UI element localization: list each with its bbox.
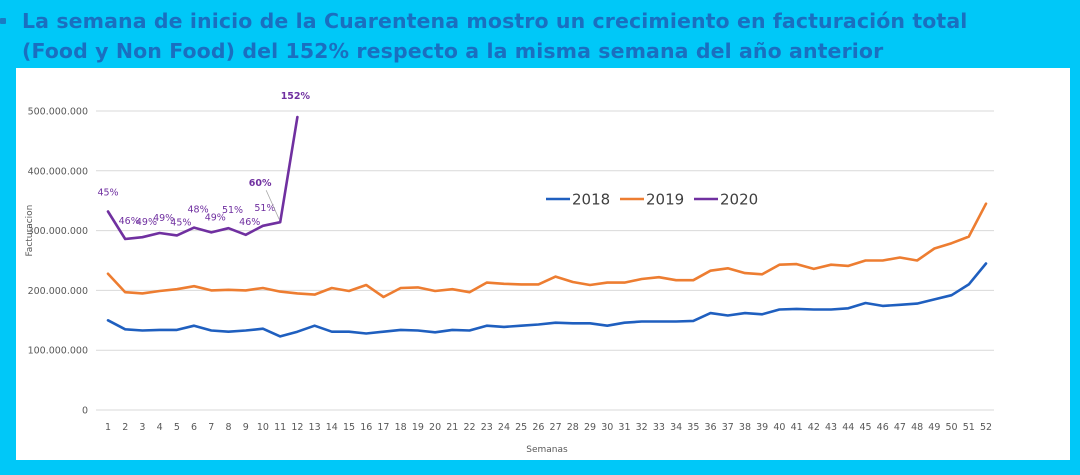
data-label-2020: 152%	[281, 91, 311, 102]
x-tick-label: 33	[653, 422, 665, 433]
headline-line-1: La semana de inicio de la Cuarentena mos…	[22, 9, 968, 33]
x-tick-label: 26	[532, 422, 544, 433]
x-tick-label: 50	[946, 422, 958, 433]
y-tick-label: 100.000.000	[28, 346, 88, 357]
x-tick-label: 27	[550, 422, 562, 433]
x-axis-ticks: 1 2 3 4 5 6 7 8 9 10 11 12 13 14 15 16 17 18 19 20 21 22 23 24 2…	[105, 422, 992, 433]
y-tick-label: 200.000.000	[28, 286, 88, 297]
data-labels: 45%46%49%49%45%48%49%51%46%51%60%152%	[97, 91, 310, 228]
data-label-2020: 51%	[254, 203, 275, 214]
x-tick-label: 45	[859, 422, 871, 433]
line-chart: 0 100.000.000 200.000.000 300.000.000 400.00…	[25, 91, 994, 455]
y-tick-label: 500.000.000	[28, 107, 88, 118]
x-tick-label: 18	[395, 422, 407, 433]
data-label-2020: 49%	[205, 212, 226, 223]
y-axis-title: Facturacion	[25, 205, 35, 257]
series-lines	[106, 115, 988, 338]
data-label-2020: 46%	[119, 216, 140, 227]
x-tick-label: 12	[291, 422, 303, 433]
x-tick-label: 19	[412, 422, 424, 433]
x-tick-label: 38	[739, 422, 751, 433]
data-label-2020: 46%	[239, 217, 260, 228]
gridlines	[96, 110, 994, 411]
chart-panel: 0 100.000.000 200.000.000 300.000.000 400.00…	[16, 68, 1070, 460]
x-tick-label: 29	[584, 422, 596, 433]
y-tick-label: 0	[82, 406, 88, 417]
data-label-leader-line	[265, 190, 280, 220]
data-label-2020: 51%	[222, 205, 243, 216]
data-label-2020: 48%	[188, 205, 209, 216]
x-tick-label: 17	[377, 422, 389, 433]
x-tick-label: 32	[636, 422, 648, 433]
x-tick-label: 5	[174, 422, 180, 433]
x-tick-label: 24	[498, 422, 510, 433]
x-tick-label: 15	[343, 422, 355, 433]
x-tick-label: 51	[963, 422, 975, 433]
x-tick-label: 46	[877, 422, 889, 433]
x-tick-label: 30	[601, 422, 613, 433]
y-tick-label: 300.000.000	[28, 226, 88, 237]
x-tick-label: 13	[309, 422, 321, 433]
x-tick-label: 41	[791, 422, 803, 433]
x-tick-label: 8	[225, 422, 231, 433]
x-tick-label: 34	[670, 422, 682, 433]
x-tick-label: 10	[257, 422, 269, 433]
x-tick-label: 36	[705, 422, 717, 433]
x-tick-label: 48	[911, 422, 923, 433]
x-tick-label: 23	[481, 422, 493, 433]
y-axis-ticks: 0 100.000.000 200.000.000 300.000.000 400.00…	[28, 107, 88, 417]
y-tick-label: 400.000.000	[28, 166, 88, 177]
x-tick-label: 4	[157, 422, 163, 433]
data-label-2020: 60%	[249, 178, 272, 189]
series-line-2020	[106, 115, 299, 241]
x-tick-label: 40	[773, 422, 785, 433]
x-tick-label: 2	[122, 422, 128, 433]
legend-label-2018: 2018	[572, 191, 610, 209]
x-tick-label: 39	[756, 422, 768, 433]
x-tick-label: 25	[515, 422, 527, 433]
data-label-2020: 49%	[136, 217, 157, 228]
legend-label-2020: 2020	[720, 191, 758, 209]
data-label-2020: 45%	[170, 217, 191, 228]
data-label-2020: 49%	[153, 213, 174, 224]
x-tick-label: 6	[191, 422, 197, 433]
x-tick-label: 42	[808, 422, 820, 433]
x-tick-label: 49	[928, 422, 940, 433]
data-label-2020: 45%	[97, 187, 118, 198]
x-tick-label: 22	[463, 422, 475, 433]
x-tick-label: 31	[618, 422, 630, 433]
x-tick-label: 14	[326, 422, 338, 433]
x-tick-label: 37	[722, 422, 734, 433]
x-tick-label: 43	[825, 422, 837, 433]
x-axis-title: Semanas	[526, 445, 568, 455]
headline-bullet	[0, 18, 6, 24]
x-tick-label: 35	[687, 422, 699, 433]
headline: La semana de inicio de la Cuarentena mos…	[22, 6, 1062, 66]
x-tick-label: 7	[208, 422, 214, 433]
x-tick-label: 44	[842, 422, 854, 433]
headline-line-2: (Food y Non Food) del 152% respecto a la…	[22, 39, 884, 63]
x-tick-label: 52	[980, 422, 992, 433]
series-line-2018	[106, 262, 988, 338]
legend: 2018 2019 2020	[546, 191, 758, 209]
legend-label-2019: 2019	[646, 191, 684, 209]
x-tick-label: 28	[567, 422, 579, 433]
x-tick-label: 11	[274, 422, 286, 433]
x-tick-label: 20	[429, 422, 441, 433]
x-tick-label: 16	[360, 422, 372, 433]
x-tick-label: 9	[243, 422, 249, 433]
x-tick-label: 47	[894, 422, 906, 433]
x-tick-label: 21	[446, 422, 458, 433]
x-tick-label: 1	[105, 422, 111, 433]
x-tick-label: 3	[139, 422, 145, 433]
series-line-2019	[106, 202, 988, 299]
